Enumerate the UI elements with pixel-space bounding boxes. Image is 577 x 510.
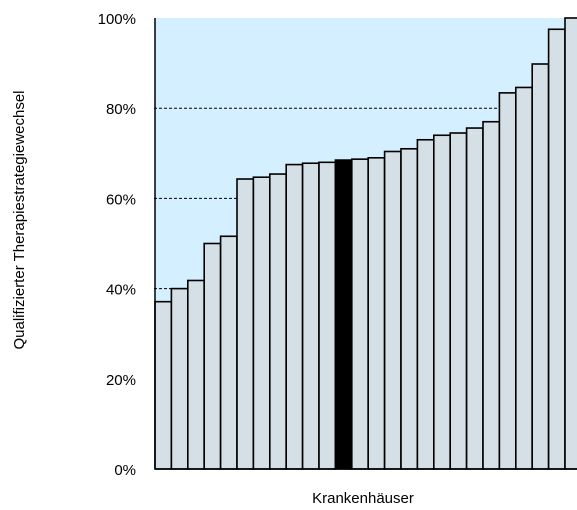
bar-11 (318, 161, 337, 470)
y-tick-label: 60% (106, 191, 136, 208)
axes (154, 18, 577, 470)
y-tick-label: 20% (106, 372, 136, 389)
bar-14 (367, 157, 386, 470)
bar-26 (564, 17, 577, 470)
bar-1 (154, 300, 173, 470)
y-tick-label: 0% (114, 462, 136, 479)
bar-17 (416, 138, 435, 470)
bar-23 (514, 86, 533, 470)
bar-4 (203, 242, 222, 470)
bar-24 (531, 63, 550, 470)
y-tick-label: 100% (98, 11, 136, 28)
bar-12 (334, 159, 353, 470)
bar-18 (432, 134, 451, 470)
bar-7 (252, 176, 271, 470)
y-axis-label: Qualifizierter Therapiestrategiewechsel (11, 90, 28, 349)
bar-5 (219, 235, 238, 470)
bar-20 (465, 127, 484, 470)
bar-16 (400, 147, 419, 470)
x-axis-label: Krankenhäuser (312, 490, 414, 507)
y-tick-labels: 0% 20% 40% 60% 80% 100% (98, 11, 136, 479)
bar-8 (268, 173, 287, 470)
bar-19 (449, 132, 468, 470)
bar-21 (482, 120, 501, 470)
bar-25 (547, 28, 566, 470)
bar-3 (187, 279, 206, 470)
bar-10 (301, 162, 320, 470)
bar-9 (285, 163, 304, 470)
bar-6 (236, 178, 255, 470)
bar-13 (350, 158, 369, 470)
y-tick-label: 80% (106, 101, 136, 118)
bar-2 (170, 287, 189, 470)
y-tick-label: 40% (106, 282, 136, 299)
bar-15 (383, 150, 402, 470)
bar-22 (498, 92, 517, 470)
